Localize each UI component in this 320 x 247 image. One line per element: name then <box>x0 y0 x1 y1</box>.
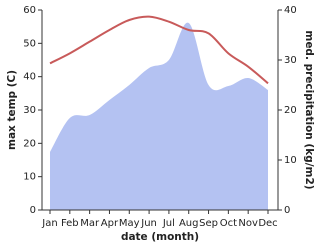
y-axis-label: max temp (C) <box>6 70 18 150</box>
temp-line <box>49 15 269 85</box>
x-tick-label: Jul <box>162 218 175 229</box>
y-tick-label: 60 <box>23 5 36 16</box>
y2-tick-label: 30 <box>284 55 297 66</box>
x-tick-label: Sep <box>199 218 218 229</box>
y-tick-label: 40 <box>23 72 36 83</box>
x-tick-label: Mar <box>80 218 100 229</box>
y2-tick-label: 20 <box>284 105 297 116</box>
x-tick-label: May <box>119 218 140 229</box>
x-tick-label: Apr <box>101 218 119 229</box>
x-tick-label: Aug <box>179 218 199 229</box>
x-tick-label: Nov <box>238 218 258 229</box>
precipitation-area <box>50 22 268 211</box>
y2-tick-label: 40 <box>284 5 297 16</box>
y-tick-label: 30 <box>23 105 36 116</box>
x-tick-label: Dec <box>258 218 277 229</box>
x-tick-label: Oct <box>220 218 237 229</box>
x-tick-label: Jun <box>140 218 157 229</box>
y-tick-label: 50 <box>23 38 36 49</box>
y-tick-label: 10 <box>23 172 36 183</box>
x-tick-label: Feb <box>61 218 79 229</box>
y2-axis-label: med. precipitation (kg/m2) <box>303 30 315 189</box>
y-tick-label: 0 <box>30 205 36 216</box>
x-tick-label: Jan <box>41 218 57 229</box>
y2-tick-label: 0 <box>284 205 290 216</box>
y2-tick-label: 10 <box>284 155 297 166</box>
x-axis-label: date (month) <box>121 231 199 243</box>
y-tick-label: 20 <box>23 138 36 149</box>
